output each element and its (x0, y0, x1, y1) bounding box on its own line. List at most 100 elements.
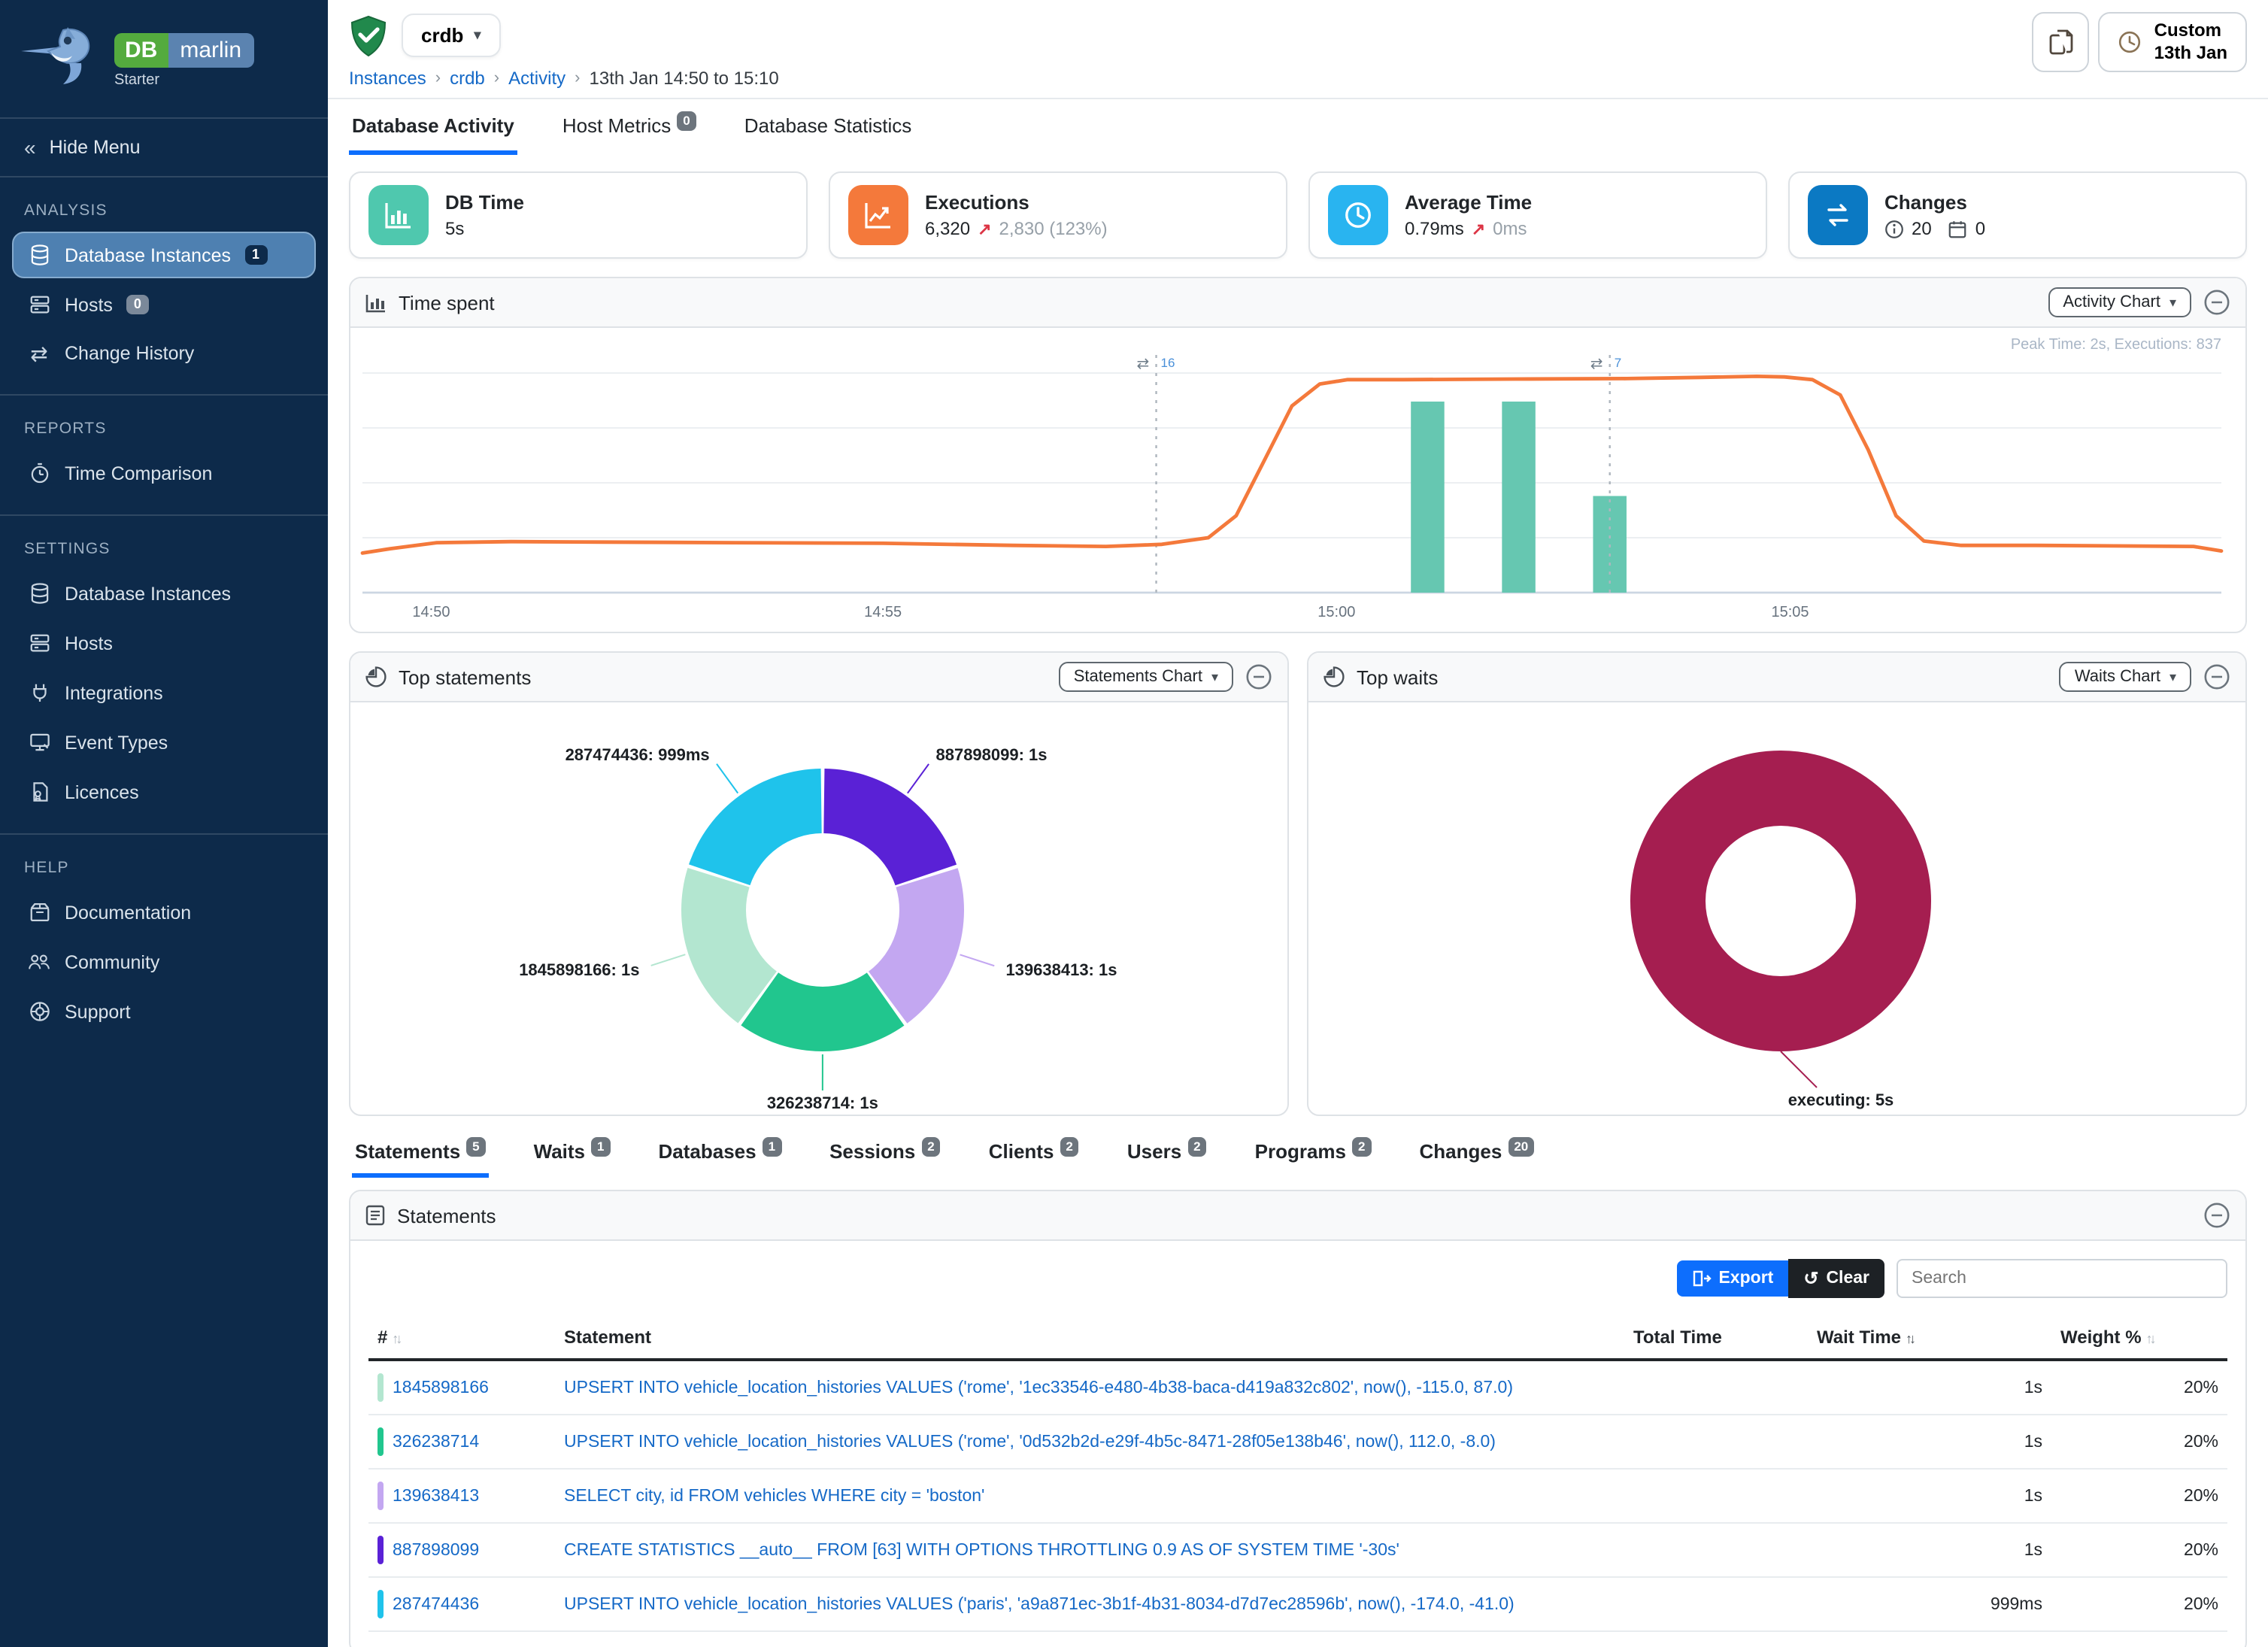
total-time-cell (1624, 1469, 1808, 1524)
top-waits-donut[interactable]: executing: 5s (1308, 702, 2245, 1115)
tab-badge: 20 (1508, 1137, 1535, 1156)
donut-segment (740, 972, 904, 1051)
chevron-down-icon: ▾ (474, 27, 481, 42)
statement-sql-link[interactable]: CREATE STATISTICS __auto__ FROM [63] WIT… (564, 1541, 1399, 1559)
tab-statements[interactable]: Statements 5 (352, 1134, 489, 1178)
sidebar-item-licences[interactable]: Licences (12, 769, 316, 815)
time-spent-chart[interactable]: ⇄ 16 ⇄ 7 14:50 14:55 15:00 15:05 Peak Time: 2s, … (350, 328, 2245, 632)
hide-menu-button[interactable]: « Hide Menu (0, 117, 328, 177)
tab-badge: 2 (921, 1137, 941, 1156)
trend-chart-icon (848, 185, 908, 245)
tab-badge: 2 (1187, 1137, 1207, 1156)
column-header-waittime[interactable]: Wait Time ↑↓ (1808, 1316, 2051, 1361)
collapse-panel-icon[interactable] (1245, 663, 1272, 690)
sort-icon[interactable]: ↑↓ (1906, 1331, 1916, 1346)
sidebar-item-time-comparison[interactable]: Time Comparison (12, 450, 316, 496)
sidebar-item-event-types[interactable]: Event Types (12, 719, 316, 766)
tab-label: Statements (355, 1140, 461, 1163)
statements-chart-select[interactable]: Statements Chart ▾ (1058, 662, 1233, 692)
statements-table-panel: Statements Export ↺ Clear (349, 1190, 2247, 1647)
kpi-card-changes[interactable]: Changes 20 0 (1788, 171, 2247, 259)
sidebar-item-integrations[interactable]: Integrations (12, 669, 316, 716)
donut-segment (681, 868, 776, 1024)
tab-databases[interactable]: Databases 1 (656, 1134, 785, 1178)
column-header-weight[interactable]: Weight % ↑↓ (2051, 1316, 2227, 1361)
export-button[interactable]: Export (1676, 1260, 1789, 1297)
top-bar: crdb ▾ (328, 0, 2268, 99)
kpi-card-average-time[interactable]: Average Time 0.79ms ↗ 0ms (1308, 171, 1767, 259)
search-input[interactable] (1897, 1259, 2227, 1298)
time-range-button[interactable]: Custom 13th Jan (2098, 12, 2247, 72)
breadcrumb-link[interactable]: Activity (508, 68, 566, 89)
tab-badge: 2 (1060, 1137, 1079, 1156)
breadcrumb-separator: › (575, 69, 581, 87)
tab-label: Database Activity (352, 114, 514, 137)
statement-id-link[interactable]: 326238714 (393, 1433, 480, 1451)
table-row: 1845898166 UPSERT INTO vehicle_location_h… (368, 1360, 2227, 1415)
change-history-icon: ⇄ (30, 341, 48, 365)
tab-clients[interactable]: Clients 2 (986, 1134, 1082, 1178)
activity-chart-select[interactable]: Activity Chart ▾ (2048, 287, 2191, 317)
time-comparison-icon (27, 462, 51, 484)
collapse-panel-icon[interactable] (2203, 1202, 2230, 1229)
sidebar-item-database-instances[interactable]: Database Instances (12, 570, 316, 617)
brand-logo[interactable]: DB marlin Starter (0, 0, 328, 102)
top-statements-donut[interactable]: 887898099: 1s 139638413: 1s 326238714: 1s 1… (350, 702, 1287, 1115)
sidebar-item-change-history[interactable]: ⇄ Change History (12, 331, 316, 376)
tab-waits[interactable]: Waits 1 (531, 1134, 614, 1178)
sidebar-item-support[interactable]: Support (12, 988, 316, 1035)
statement-id-cell: 326238714 (368, 1415, 555, 1470)
breadcrumb-link[interactable]: Instances (349, 68, 426, 89)
tab-database-activity[interactable]: Database Activity (349, 99, 517, 155)
sidebar-divider (0, 833, 328, 835)
sidebar-item-hosts[interactable]: Hosts (12, 620, 316, 666)
kpi-body: Average Time 0.79ms ↗ 0ms (1405, 191, 1532, 239)
kpi-main-value: 0.79ms (1405, 218, 1464, 239)
tab-host-metrics[interactable]: Host Metrics 0 (559, 99, 699, 155)
tab-changes[interactable]: Changes 20 (1417, 1134, 1538, 1178)
tab-database-statistics[interactable]: Database Statistics (741, 99, 915, 155)
kpi-value: 20 0 (1884, 218, 1985, 239)
statement-id-link[interactable]: 287474436 (393, 1595, 480, 1613)
plug-icon (27, 681, 51, 704)
breadcrumb: Instances › crdb › Activity › 13th Jan 14:50 t… (349, 68, 2247, 89)
column-header-statement[interactable]: Statement (555, 1316, 1624, 1361)
tab-users[interactable]: Users 2 (1124, 1134, 1210, 1178)
sort-icon[interactable]: ↑↓ (2145, 1331, 2157, 1346)
kpi-card-db-time[interactable]: DB Time 5s (349, 171, 808, 259)
table-row: 887898099 CREATE STATISTICS __auto__ FROM… (368, 1523, 2227, 1578)
statement-sql-link[interactable]: UPSERT INTO vehicle_location_histories V… (564, 1379, 1513, 1397)
sort-icon[interactable]: ↑↓ (392, 1331, 402, 1346)
column-header-totaltime[interactable]: Total Time (1624, 1316, 1808, 1361)
tab-sessions[interactable]: Sessions 2 (826, 1134, 944, 1178)
top-statements-title: Top statements (399, 666, 532, 688)
tab-badge: 2 (1352, 1137, 1372, 1156)
top-waits-title: Top waits (1357, 666, 1439, 688)
statement-id-link[interactable]: 887898099 (393, 1541, 480, 1559)
statement-sql-link[interactable]: UPSERT INTO vehicle_location_histories V… (564, 1595, 1515, 1613)
sidebar-item-documentation[interactable]: Documentation (12, 889, 316, 936)
sidebar-item-database-instances[interactable]: Database Instances 1 (12, 232, 316, 278)
statement-sql-link[interactable]: SELECT city, id FROM vehicles WHERE city… (564, 1487, 985, 1505)
sidebar-item-label: Documentation (65, 902, 192, 923)
statement-id-link[interactable]: 1845898166 (393, 1379, 489, 1397)
collapse-panel-icon[interactable] (2203, 289, 2230, 316)
breadcrumb-link[interactable]: crdb (450, 68, 485, 89)
tab-programs[interactable]: Programs 2 (1252, 1134, 1375, 1178)
kpi-title: DB Time (445, 191, 524, 214)
collapse-panel-icon[interactable] (2203, 663, 2230, 690)
sidebar-item-label: Database Instances (65, 583, 231, 604)
instance-selector[interactable]: crdb ▾ (402, 14, 501, 57)
waits-chart-select[interactable]: Waits Chart ▾ (2059, 662, 2191, 692)
sidebar-item-community[interactable]: Community (12, 939, 316, 985)
statement-id-link[interactable]: 139638413 (393, 1487, 480, 1505)
statement-sql-link[interactable]: UPSERT INTO vehicle_location_histories V… (564, 1433, 1496, 1451)
kpi-card-executions[interactable]: Executions 6,320 ↗ 2,830 (123%) (829, 171, 1287, 259)
donut-label: 326238714: 1s (766, 1093, 878, 1112)
sidebar-divider (0, 394, 328, 396)
clear-button[interactable]: ↺ Clear (1788, 1259, 1884, 1298)
weight-cell: 20% (2051, 1415, 2227, 1470)
column-header-[interactable]: # ↑↓ (368, 1316, 555, 1361)
sidebar-item-hosts[interactable]: Hosts 0 (12, 281, 316, 328)
copy-link-button[interactable] (2032, 12, 2090, 72)
